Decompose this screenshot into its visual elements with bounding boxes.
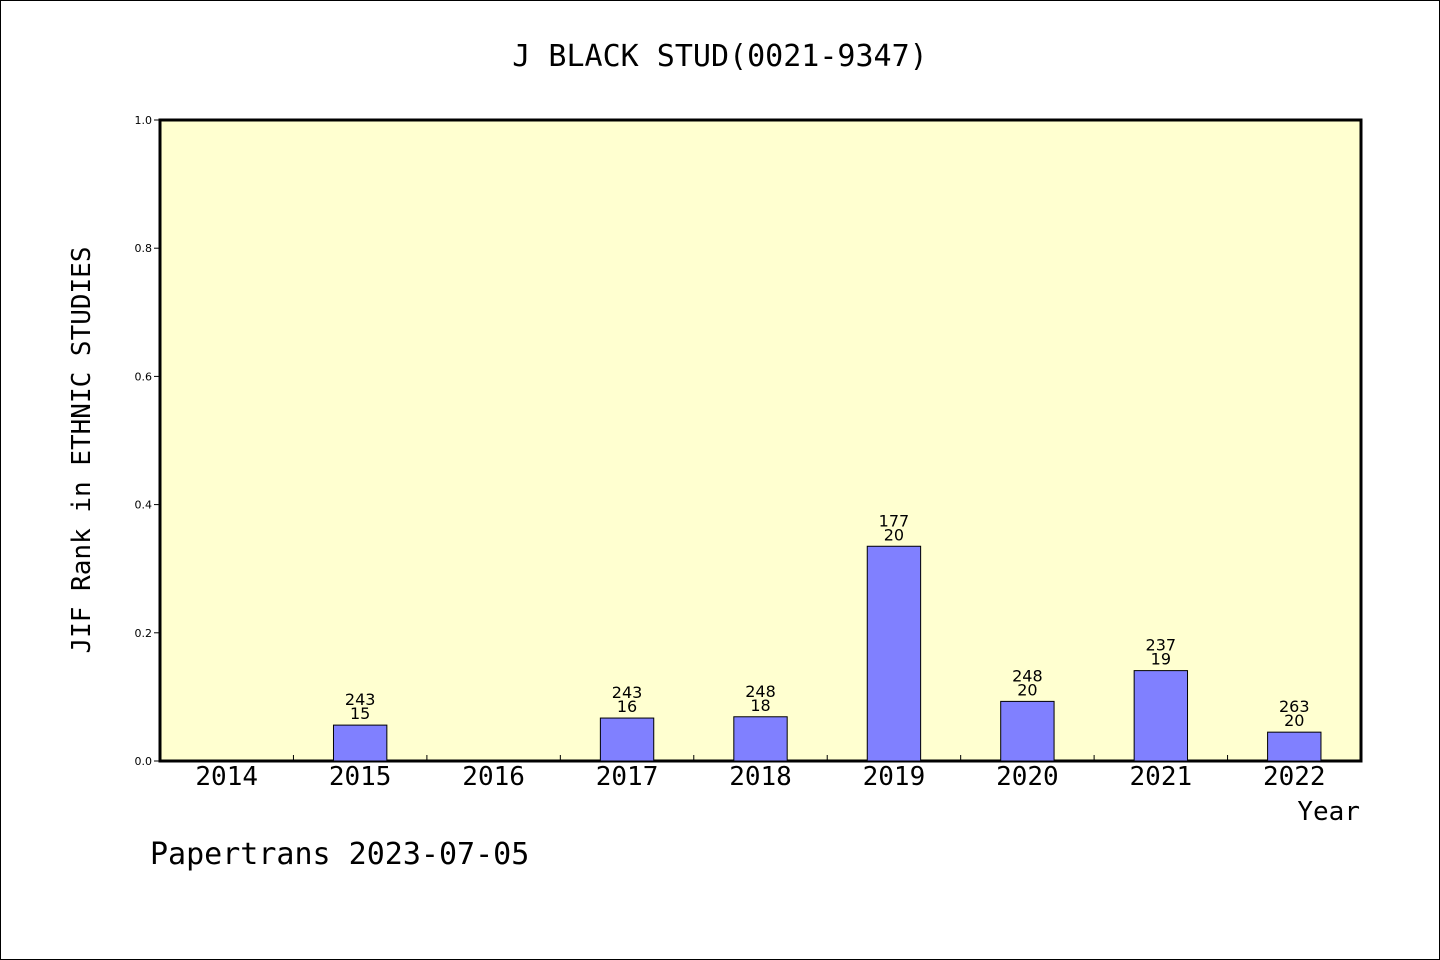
x-tick-label: 2021 bbox=[1130, 762, 1193, 792]
bar-2017 bbox=[599, 717, 655, 762]
bars bbox=[332, 545, 1322, 762]
bar-label-total: 263 bbox=[1279, 697, 1310, 716]
bar-2018 bbox=[733, 716, 788, 762]
x-tick-label: 2015 bbox=[329, 762, 392, 792]
x-tick-label: 2018 bbox=[729, 762, 792, 792]
chart-title: J BLACK STUD(0021-9347) bbox=[512, 39, 927, 74]
bar-label-rank: 20 bbox=[1017, 680, 1037, 699]
bar-2020 bbox=[1000, 700, 1055, 762]
footer-credit: Papertrans 2023-07-05 bbox=[150, 837, 529, 872]
bar-2019 bbox=[866, 545, 922, 762]
bar-label-total: 243 bbox=[345, 690, 376, 709]
x-axis-label: Year bbox=[1297, 797, 1360, 827]
bar-label-total: 248 bbox=[745, 682, 776, 701]
y-tick-label: 0.0 bbox=[135, 755, 153, 768]
y-axis: 0.0 0.2 0.4 0.6 0.8 1.0 bbox=[135, 114, 160, 768]
bar-2021 bbox=[1133, 670, 1189, 762]
x-tick-label: 2016 bbox=[462, 762, 525, 792]
bar-label-rank: 19 bbox=[1151, 650, 1171, 669]
y-tick-label: 0.4 bbox=[135, 499, 153, 512]
x-tick-label: 2019 bbox=[863, 762, 926, 792]
x-tick-label: 2017 bbox=[596, 762, 659, 792]
bar-label-total: 248 bbox=[1012, 666, 1043, 685]
bar-label-rank: 20 bbox=[884, 525, 904, 544]
plot-area bbox=[158, 118, 1363, 763]
y-tick-label: 1.0 bbox=[135, 114, 153, 127]
y-tick-label: 0.2 bbox=[135, 627, 153, 640]
bar-label-rank: 18 bbox=[750, 696, 770, 715]
bar-label-total: 177 bbox=[879, 511, 910, 530]
bar-label-rank: 16 bbox=[617, 697, 637, 716]
x-tick-label: 2020 bbox=[996, 762, 1059, 792]
x-tick-label: 2022 bbox=[1263, 762, 1326, 792]
bar-label-rank: 15 bbox=[350, 704, 370, 723]
y-tick-label: 0.8 bbox=[135, 242, 153, 255]
bar-label-rank: 20 bbox=[1284, 711, 1304, 730]
bar-label-total: 243 bbox=[612, 683, 643, 702]
y-tick-label: 0.6 bbox=[135, 370, 153, 383]
y-axis-label: JIF Rank in ETHNIC STUDIES bbox=[67, 247, 97, 654]
bar-label-total: 237 bbox=[1146, 636, 1177, 655]
x-tick-label: 2014 bbox=[195, 762, 258, 792]
bar-2022 bbox=[1267, 731, 1322, 762]
bar-2015 bbox=[332, 724, 388, 762]
x-axis: 2014 2015 2016 2017 2018 2019 2020 2021 2022 bbox=[195, 755, 1326, 792]
